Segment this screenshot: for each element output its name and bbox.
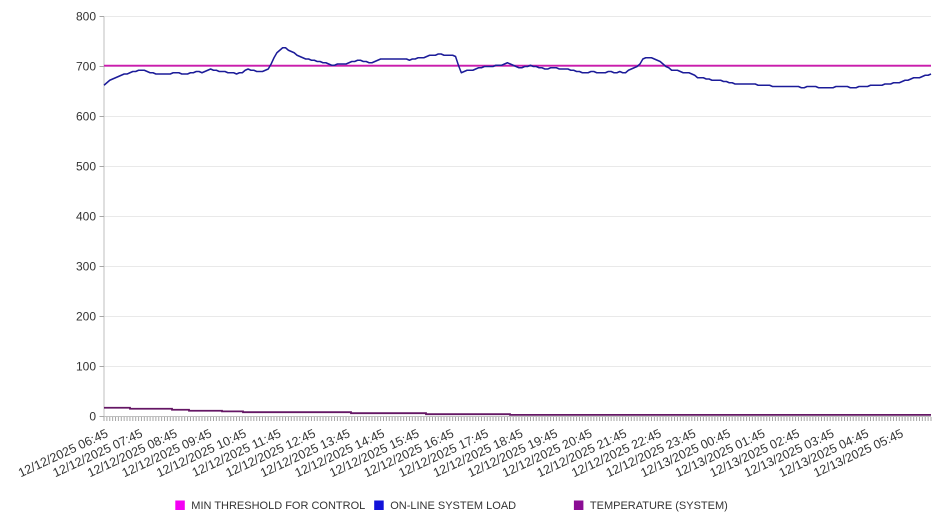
svg-text:MIN THRESHOLD FOR CONTROL: MIN THRESHOLD FOR CONTROL bbox=[191, 500, 365, 512]
svg-text:400: 400 bbox=[76, 210, 96, 224]
svg-text:TEMPERATURE (SYSTEM): TEMPERATURE (SYSTEM) bbox=[590, 500, 728, 512]
svg-text:300: 300 bbox=[76, 260, 96, 274]
svg-text:800: 800 bbox=[76, 10, 96, 24]
svg-text:600: 600 bbox=[76, 110, 96, 124]
svg-text:700: 700 bbox=[76, 60, 96, 74]
svg-text:ON-LINE SYSTEM LOAD: ON-LINE SYSTEM LOAD bbox=[390, 500, 516, 512]
svg-text:500: 500 bbox=[76, 160, 96, 174]
svg-text:100: 100 bbox=[76, 360, 96, 374]
svg-text:200: 200 bbox=[76, 310, 96, 324]
svg-text:0: 0 bbox=[89, 410, 96, 424]
